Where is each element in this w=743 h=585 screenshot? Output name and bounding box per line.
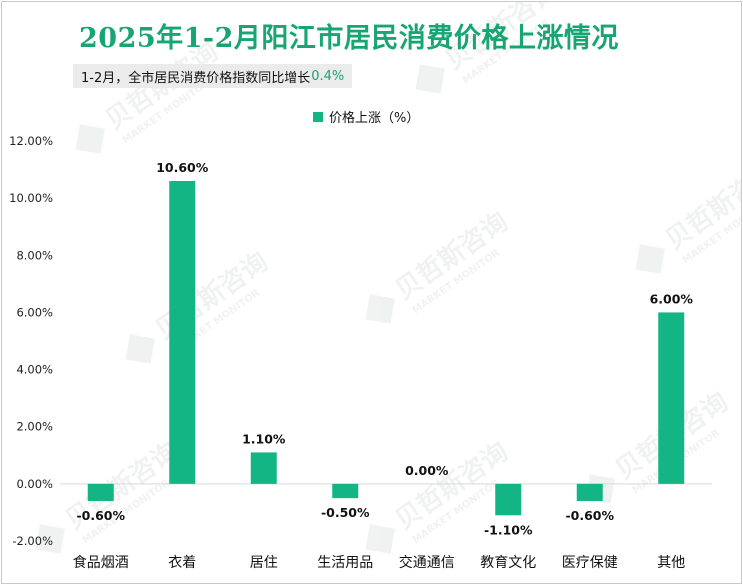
data-label: -0.50%	[321, 505, 370, 520]
y-tick-label: 4.00%	[16, 363, 53, 377]
bar	[169, 181, 196, 484]
category-label: 生活用品	[317, 555, 373, 571]
data-label: 6.00%	[650, 291, 694, 306]
y-tick-label: -2.00%	[12, 534, 53, 548]
y-tick-label: 0.00%	[16, 477, 53, 491]
data-label: 1.10%	[242, 431, 286, 446]
y-tick-label: 2.00%	[16, 420, 53, 434]
legend: 价格上涨（%）	[313, 110, 419, 126]
summary-note: 1-2月，全市居民消费价格指数同比增长 0.4%	[73, 64, 353, 88]
bar	[87, 483, 114, 501]
summary-value: 0.4%	[311, 68, 345, 84]
y-tick-label: 10.00%	[9, 191, 53, 205]
chart-title: 2025年1-2月阳江市居民消费价格上涨情况	[79, 23, 619, 54]
category-label: 教育文化	[480, 555, 536, 571]
category-label: 医疗保健	[562, 555, 618, 571]
bar	[576, 483, 603, 501]
bar	[495, 483, 522, 516]
bar	[332, 483, 359, 499]
bar	[658, 312, 685, 484]
summary-text: 1-2月，全市居民消费价格指数同比增长	[81, 70, 311, 86]
y-tick-label: 6.00%	[16, 305, 53, 319]
legend-label: 价格上涨（%）	[329, 110, 419, 126]
y-tick-label: 8.00%	[16, 248, 53, 262]
category-label: 居住	[250, 555, 278, 571]
data-label: -1.10%	[484, 522, 533, 537]
y-tick-label: 12.00%	[9, 134, 53, 148]
data-label: -0.60%	[76, 508, 125, 523]
category-label: 衣着	[168, 555, 196, 571]
data-label: 0.00%	[405, 463, 449, 478]
category-label: 交通通信	[399, 554, 455, 571]
bar	[250, 452, 277, 484]
category-label: 其他	[657, 555, 685, 571]
data-label: -0.60%	[565, 508, 614, 523]
data-label: 10.60%	[156, 160, 209, 175]
category-label: 食品烟酒	[73, 554, 129, 571]
legend-swatch	[313, 112, 323, 122]
